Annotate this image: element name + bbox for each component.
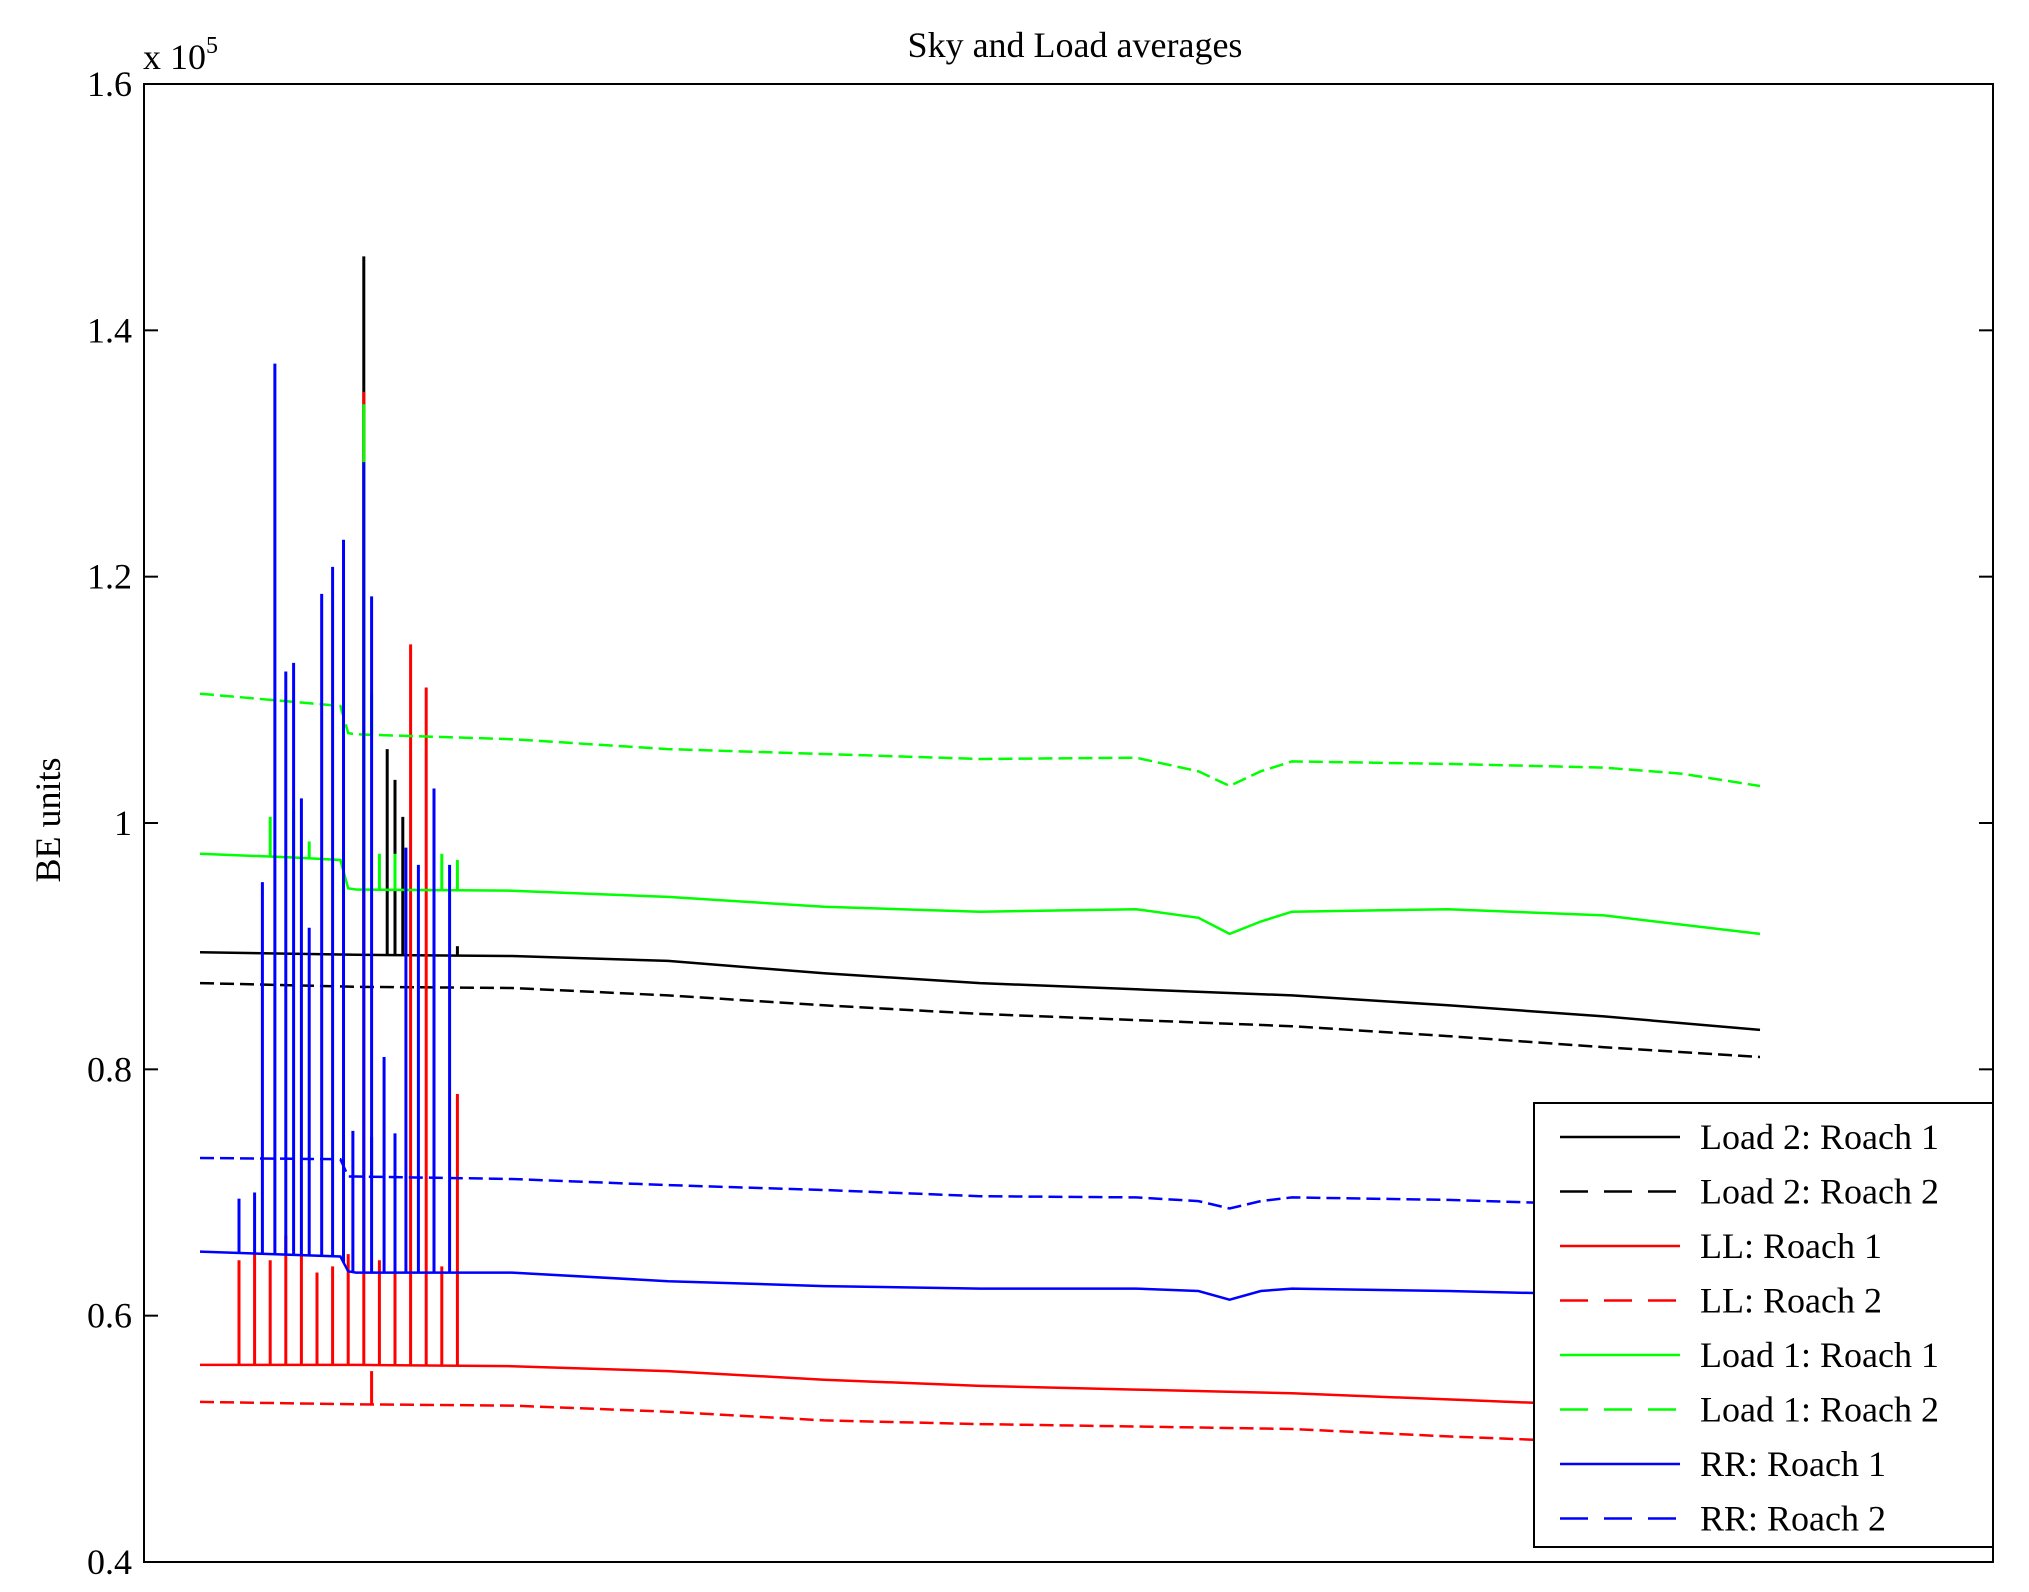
series-ll-roach-2 (199, 1371, 1761, 1449)
legend-label: Load 2: Roach 2 (1700, 1172, 1939, 1212)
legend-label: LL: Roach 1 (1700, 1226, 1882, 1266)
y-tick-label: 1.2 (87, 557, 132, 597)
legend-label: Load 1: Roach 2 (1700, 1390, 1939, 1430)
series-line (199, 692, 1761, 788)
series-line (200, 1363, 1761, 1413)
series-line (199, 1156, 1761, 1210)
plot-frame (143, 83, 1994, 1563)
series-line (199, 951, 1761, 1032)
series-line (199, 1400, 1761, 1449)
series-rr-roach-1 (199, 363, 1761, 1301)
legend-label: Load 1: Roach 1 (1700, 1335, 1939, 1375)
chart-title: Sky and Load averages (908, 25, 1243, 65)
series-layer (199, 256, 1761, 1449)
y-tick-label: 1.4 (87, 310, 132, 350)
y-tick-label: 1.6 (87, 64, 132, 104)
y-tick-label: 0.8 (87, 1049, 132, 1089)
series-line (199, 981, 1761, 1059)
y-multiplier: x 105 (143, 33, 218, 77)
legend-label: LL: Roach 2 (1700, 1281, 1882, 1321)
y-tick-label: 1 (114, 803, 132, 843)
legend-label: RR: Roach 2 (1700, 1499, 1886, 1539)
y-tick-label: 0.4 (87, 1542, 132, 1582)
legend: Load 2: Roach 1 Load 2: Roach 2 LL: Roach … (1533, 1102, 1994, 1548)
series-load-2-roach-2 (199, 981, 1761, 1059)
y-multiplier-base: x 10 (143, 37, 206, 77)
legend-box (1533, 1102, 1994, 1548)
y-multiplier-exponent: 5 (206, 33, 218, 59)
y-tick-label: 0.6 (87, 1296, 132, 1336)
y-ticks: 0.4 0.6 0.8 1 1.2 1.4 1.6 (87, 64, 1993, 1582)
series-rr-roach-2 (199, 1137, 1761, 1210)
legend-label: Load 2: Roach 1 (1700, 1117, 1939, 1157)
legend-label: RR: Roach 1 (1700, 1444, 1886, 1484)
series-line (199, 852, 1761, 936)
y-axis-label: BE units (28, 757, 68, 882)
